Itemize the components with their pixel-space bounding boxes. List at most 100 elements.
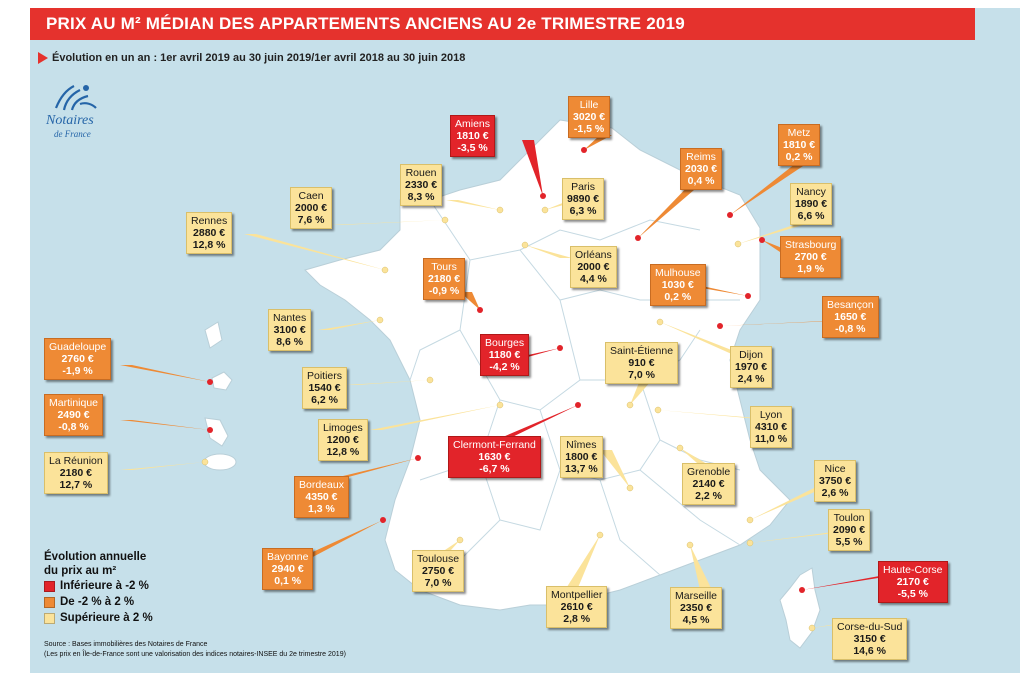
city-change: 7,0 % <box>628 369 655 381</box>
city-change: -4,2 % <box>489 361 520 373</box>
legend-title: Évolution annuelle du prix au m² <box>44 550 244 578</box>
city-name: Guadeloupe <box>49 341 107 353</box>
city-label: Lille 3020 € -1,5 % <box>568 96 611 138</box>
city-change: 0,2 % <box>785 151 813 163</box>
city-dots-yellow <box>201 206 816 632</box>
city-label: Rouen 2330 €8,3 % <box>400 164 443 206</box>
city-label: Bourges 1180 € -4,2 % <box>480 334 530 376</box>
city-dots <box>207 147 805 593</box>
city-change: 13,7 % <box>565 463 598 475</box>
city-change: 2,8 % <box>563 613 591 625</box>
city-name: Tours <box>431 261 457 273</box>
city-price: 1630 € <box>478 451 511 463</box>
city-change: 0,2 % <box>664 291 692 303</box>
city-name: Besançon <box>827 299 874 311</box>
city-price: 1800 € <box>565 451 598 463</box>
city-label: Metz 1810 €0,2 % <box>778 124 821 166</box>
city-label: Orléans 2000 €4,4 % <box>570 246 617 288</box>
city-label: Dijon 1970 €2,4 % <box>730 346 773 388</box>
city-name: Nantes <box>273 312 307 324</box>
notaires-logo: Notaires de France <box>46 80 116 150</box>
city-price: 9890 € <box>567 193 600 205</box>
city-name: Lyon <box>759 409 783 421</box>
city-price: 3100 € <box>273 324 306 336</box>
city-name: Rouen <box>405 167 437 179</box>
legend-item-red: Inférieure à -2 % <box>44 578 244 594</box>
legend-swatch-yellow <box>44 612 55 624</box>
notaires-logo-icon <box>54 85 97 111</box>
city-name: Mulhouse <box>655 267 701 279</box>
city-label: Mulhouse 1030 €0,2 % <box>650 264 706 306</box>
city-change: -3,5 % <box>457 142 488 154</box>
city-label: La Réunion 2180 €12,7 % <box>44 452 108 494</box>
city-name: La Réunion <box>49 455 103 467</box>
city-change: 4,5 % <box>682 614 710 626</box>
city-price: 1200 € <box>326 434 359 446</box>
city-change: 12,8 % <box>192 239 226 251</box>
city-name: Reims <box>686 151 716 163</box>
city-price: 2140 € <box>692 478 725 490</box>
legend: Évolution annuelle du prix au m² Inférie… <box>44 550 244 626</box>
city-change: -0,9 % <box>428 285 460 297</box>
city-label: Nice 3750 €2,6 % <box>814 460 857 502</box>
city-price: 2180 € <box>428 273 461 285</box>
city-price: 2940 € <box>271 563 304 575</box>
city-label: Nîmes 1800 €13,7 % <box>560 436 603 478</box>
city-label: Montpellier 2610 €2,8 % <box>546 586 608 628</box>
city-price: 1890 € <box>795 198 828 210</box>
city-change: -6,7 % <box>479 463 510 475</box>
city-name: Orléans <box>575 249 612 261</box>
city-price: 2760 € <box>61 353 94 365</box>
city-label: Rennes 2880 €12,8 % <box>186 212 233 254</box>
city-price: 2610 € <box>560 601 593 613</box>
city-change: -5,5 % <box>897 588 928 600</box>
city-label: Guadeloupe 2760 € -1,9 % <box>44 338 112 380</box>
city-label: Corse-du-Sud 3150 €14,6 % <box>832 618 908 660</box>
city-price: 2330 € <box>405 179 438 191</box>
city-label: Paris 9890 €6,3 % <box>562 178 605 220</box>
city-price: 4310 € <box>755 421 788 433</box>
city-label: Toulon 2090 €5,5 % <box>828 509 871 551</box>
city-price: 2180 € <box>59 467 92 479</box>
city-change: 7,0 % <box>424 577 452 589</box>
city-name: Montpellier <box>551 589 603 601</box>
source-line2: (Les prix en Île-de-France sont une valo… <box>44 651 346 658</box>
city-label: Nantes 3100 €8,6 % <box>268 309 312 351</box>
city-label: Nancy 1890 €6,6 % <box>790 183 833 225</box>
city-price: 3750 € <box>819 475 852 487</box>
city-label: Besançon 1650 € -0,8 % <box>822 296 879 338</box>
city-change: 6,2 % <box>311 394 338 406</box>
city-change: -0,8 % <box>58 421 89 433</box>
city-label: Martinique 2490 € -0,8 % <box>44 394 104 436</box>
city-change: 2,6 % <box>821 487 849 499</box>
city-name: Amiens <box>455 118 491 130</box>
city-price: 1810 € <box>456 130 489 142</box>
city-label: Amiens 1810 € -3,5 % <box>450 115 496 157</box>
france-mainland-shape <box>304 119 791 611</box>
city-change: -0,8 % <box>835 323 866 335</box>
legend-title-line2: du prix au m² <box>44 565 117 577</box>
city-label: Marseille 2350 €4,5 % <box>670 587 723 629</box>
city-change: 12,8 % <box>326 446 360 458</box>
city-name: Poitiers <box>307 370 343 382</box>
city-label: Bayonne 2940 €0,1 % <box>262 548 314 590</box>
city-name: Haute-Corse <box>883 564 943 576</box>
city-change: 12,7 % <box>59 479 93 491</box>
city-change: 6,6 % <box>797 210 825 222</box>
guadeloupe-shape <box>204 321 233 391</box>
city-price: 2750 € <box>421 565 455 577</box>
legend-item-yellow: Supérieure à 2 % <box>44 610 244 626</box>
city-change: 1,3 % <box>308 503 335 515</box>
city-price: 1810 € <box>783 139 816 151</box>
city-name: Paris <box>571 181 596 193</box>
city-change: 8,3 % <box>407 191 435 203</box>
city-name: Nice <box>824 463 846 475</box>
source-line1: Source : Bases immobilières des Notaires… <box>44 641 208 648</box>
city-price: 2090 € <box>833 524 866 536</box>
martinique-shape <box>204 417 229 447</box>
city-label: Lyon 4310 €11,0 % <box>750 406 793 448</box>
city-price: 3150 € <box>853 633 886 645</box>
city-change: 0,1 % <box>274 575 302 587</box>
city-name: Martinique <box>49 397 99 409</box>
